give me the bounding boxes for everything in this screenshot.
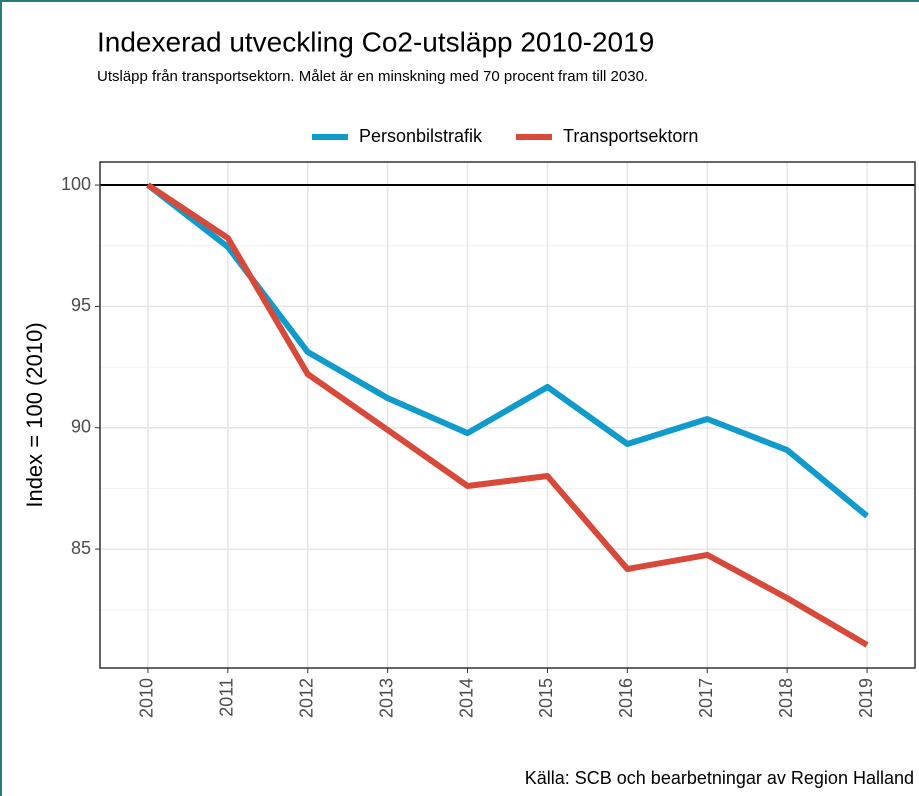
- chart-title: Indexerad utveckling Co2-utsläpp 2010-20…: [97, 26, 654, 57]
- x-tick-label: 2010: [137, 678, 157, 718]
- x-tick-label: 2014: [456, 678, 476, 718]
- x-tick-label: 2017: [696, 678, 716, 718]
- x-tick-label: 2012: [296, 678, 316, 718]
- x-tick-label: 2011: [217, 678, 237, 717]
- line-series: [146, 182, 869, 648]
- x-tick-label: 2013: [376, 678, 396, 718]
- y-tick-label: 100: [61, 174, 91, 194]
- chart-subtitle: Utsläpp från transportsektorn. Målet är …: [97, 68, 648, 85]
- x-tick-label: 2018: [776, 678, 796, 718]
- legend-label: Personbilstrafik: [359, 126, 483, 146]
- x-tick-label: 2015: [536, 678, 556, 718]
- caption: Källa: SCB och bearbetningar av Region H…: [525, 768, 914, 788]
- y-tick-label: 85: [71, 538, 91, 558]
- line-series: [146, 182, 869, 519]
- plot-panel: [100, 162, 915, 668]
- x-tick-label: 2019: [856, 678, 876, 718]
- y-tick-label: 90: [71, 416, 91, 436]
- plot-border: [99, 161, 916, 669]
- legend-label: Transportsektorn: [563, 126, 698, 146]
- x-tick-label: 2016: [616, 678, 636, 718]
- y-tick-label: 95: [71, 295, 91, 315]
- y-axis-label: Index = 100 (2010): [22, 322, 47, 507]
